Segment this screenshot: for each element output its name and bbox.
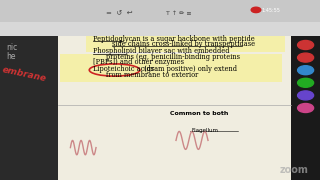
Text: Peptidoglycan is a sugar backbone with peptide: Peptidoglycan is a sugar backbone with p…: [93, 35, 254, 42]
FancyBboxPatch shape: [0, 0, 320, 22]
FancyBboxPatch shape: [0, 36, 58, 180]
Circle shape: [298, 53, 314, 62]
Text: (gram positive) only extend: (gram positive) only extend: [142, 65, 237, 73]
Text: T ↑ ✏ ≡: T ↑ ✏ ≡: [166, 11, 192, 16]
Text: nic: nic: [6, 43, 18, 52]
Circle shape: [298, 91, 314, 100]
Text: side chains cross-linked by transpeptidase: side chains cross-linked by transpeptida…: [112, 40, 255, 48]
Text: =  ↺  ↩: = ↺ ↩: [106, 10, 132, 16]
Circle shape: [298, 40, 314, 50]
Circle shape: [251, 7, 261, 13]
Circle shape: [298, 66, 314, 75]
Text: Common to both: Common to both: [170, 111, 228, 116]
Text: proteins (eg, penicillin-binding proteins: proteins (eg, penicillin-binding protein…: [106, 53, 240, 61]
Text: zoom: zoom: [280, 165, 309, 175]
Text: [PBPs]) and other enzymes: [PBPs]) and other enzymes: [93, 58, 184, 66]
Circle shape: [298, 103, 314, 112]
FancyBboxPatch shape: [58, 36, 291, 180]
FancyBboxPatch shape: [86, 36, 285, 52]
Text: 1:45:55: 1:45:55: [262, 8, 281, 13]
Text: he: he: [6, 52, 16, 61]
Text: Lipoteichoic acids: Lipoteichoic acids: [93, 65, 154, 73]
FancyBboxPatch shape: [0, 22, 320, 36]
FancyBboxPatch shape: [60, 54, 282, 82]
Text: Flagellum: Flagellum: [192, 128, 219, 133]
Text: embrane: embrane: [2, 65, 48, 83]
Text: from membrane to exterior: from membrane to exterior: [106, 71, 198, 79]
FancyBboxPatch shape: [291, 36, 320, 180]
Circle shape: [298, 78, 314, 87]
Text: Phospholipid bilayer sac with embedded: Phospholipid bilayer sac with embedded: [93, 48, 229, 55]
